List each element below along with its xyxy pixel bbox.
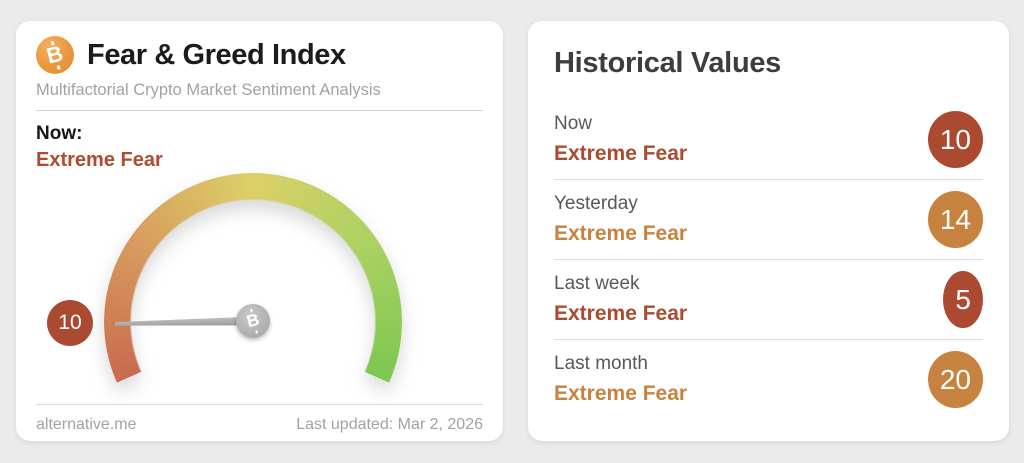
row-value-badge: 14	[927, 191, 983, 248]
card-title: Fear & Greed Index	[87, 38, 346, 71]
historical-card: Historical Values Now Extreme Fear 10 Ye…	[528, 21, 1009, 441]
gauge-value-badge: 10	[47, 300, 93, 346]
history-row-last-week: Last week Extreme Fear 5	[554, 259, 983, 339]
bitcoin-icon: B	[36, 36, 74, 74]
row-classification: Extreme Fear	[554, 302, 688, 325]
row-label: Now	[554, 113, 593, 134]
historical-title: Historical Values	[554, 47, 782, 79]
row-value-badge: 10	[927, 111, 983, 168]
row-classification: Extreme Fear	[554, 142, 688, 165]
gauge-card-header: B Fear & Greed Index	[36, 36, 483, 74]
history-row-now: Now Extreme Fear 10	[554, 100, 983, 179]
history-row-yesterday: Yesterday Extreme Fear 14	[554, 179, 983, 259]
source-link[interactable]: alternative.me	[36, 416, 137, 433]
gauge-hub-bitcoin-icon: B	[236, 304, 270, 338]
card-subtitle: Multifactorial Crypto Market Sentiment A…	[36, 81, 381, 99]
now-label: Now:	[36, 123, 83, 144]
row-label: Last week	[554, 273, 640, 294]
row-value-badge: 20	[927, 351, 983, 408]
row-value-badge: 5	[943, 271, 983, 328]
historical-rows: Now Extreme Fear 10 Yesterday Extreme Fe…	[554, 100, 983, 419]
row-label: Yesterday	[554, 193, 638, 214]
header-divider	[36, 110, 483, 111]
gauge-card-footer: alternative.me Last updated: Mar 2, 2026	[36, 404, 483, 434]
last-updated-text: Last updated: Mar 2, 2026	[296, 416, 483, 433]
row-classification: Extreme Fear	[554, 222, 688, 245]
gauge-card: B Fear & Greed Index Multifactorial Cryp…	[16, 21, 503, 463]
row-label: Last month	[554, 353, 648, 374]
now-classification: Extreme Fear	[36, 149, 163, 171]
gauge-card-content: B Fear & Greed Index Multifactorial Cryp…	[16, 21, 503, 463]
history-row-last-month: Last month Extreme Fear 20	[554, 339, 983, 419]
row-classification: Extreme Fear	[554, 382, 688, 405]
